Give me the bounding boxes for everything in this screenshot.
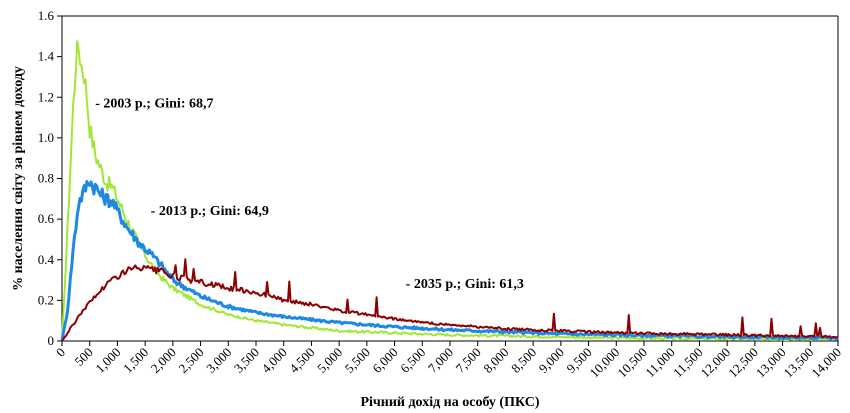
x-tick-label: 7,000 — [425, 345, 456, 376]
x-tick-label: 6,000 — [369, 345, 400, 376]
x-tick-label: 6,500 — [397, 345, 428, 376]
series-line-2 — [60, 180, 839, 342]
x-tick-label: 12,500 — [725, 345, 761, 381]
y-tick-label: 0.6 — [38, 211, 55, 226]
y-tick-label: 1.2 — [38, 89, 54, 104]
y-tick-label: 1.4 — [38, 49, 55, 64]
x-tick-label: 5,500 — [342, 345, 373, 376]
x-tick-label: 11,000 — [642, 345, 678, 381]
series-annotation-1: - 2003 р.; Gini: 68,7 — [95, 96, 213, 111]
y-tick-label: 0.8 — [38, 171, 54, 186]
x-axis-title: Річний дохід на особу (ПКС) — [360, 395, 539, 410]
series-line-3 — [61, 258, 839, 342]
x-tick-label: 4,000 — [259, 345, 290, 376]
series-annotation-3: - 2035 р.; Gini: 61,3 — [406, 277, 524, 292]
x-tick-label: 10,500 — [614, 345, 650, 381]
x-tick-label: 11,500 — [670, 345, 706, 381]
x-tick-label: 2,000 — [148, 345, 179, 376]
x-tick-label: 14,000 — [808, 345, 844, 381]
x-tick-label: 7,500 — [453, 345, 484, 376]
y-axis-title: % населення світу за рівнем доходу — [11, 66, 26, 291]
series-line-1 — [61, 40, 839, 342]
x-tick-label: 10,000 — [587, 345, 623, 381]
x-tick-label: 1,000 — [92, 345, 123, 376]
x-tick-label: 13,500 — [781, 345, 817, 381]
x-tick-label: 3,500 — [231, 345, 262, 376]
y-tick-label: 0.4 — [38, 252, 55, 267]
x-tick-label: 12,000 — [697, 345, 733, 381]
y-tick-label: 1.6 — [38, 8, 55, 23]
x-tick-label: 0 — [53, 345, 68, 360]
x-tick-label: 1,500 — [120, 345, 151, 376]
annotations: - 2003 р.; Gini: 68,7 - 2013 р.; Gini: 64… — [95, 96, 524, 292]
x-tick-label: 9,000 — [536, 345, 567, 376]
x-tick-label: 2,500 — [175, 345, 206, 376]
y-tick-label: 0 — [48, 333, 55, 348]
series-lines — [60, 40, 839, 342]
x-tick-label: 13,000 — [753, 345, 789, 381]
series-annotation-2: - 2013 р.; Gini: 64,9 — [151, 204, 269, 219]
x-tick-label: 8,500 — [508, 345, 539, 376]
x-tick-label: 3,000 — [203, 345, 234, 376]
y-tick-label: 1.0 — [38, 130, 54, 145]
x-tick-label: 4,500 — [286, 345, 317, 376]
x-tick-label: 5,000 — [314, 345, 345, 376]
y-tick-label: 0.2 — [38, 292, 54, 307]
x-tick-label: 8,000 — [480, 345, 511, 376]
